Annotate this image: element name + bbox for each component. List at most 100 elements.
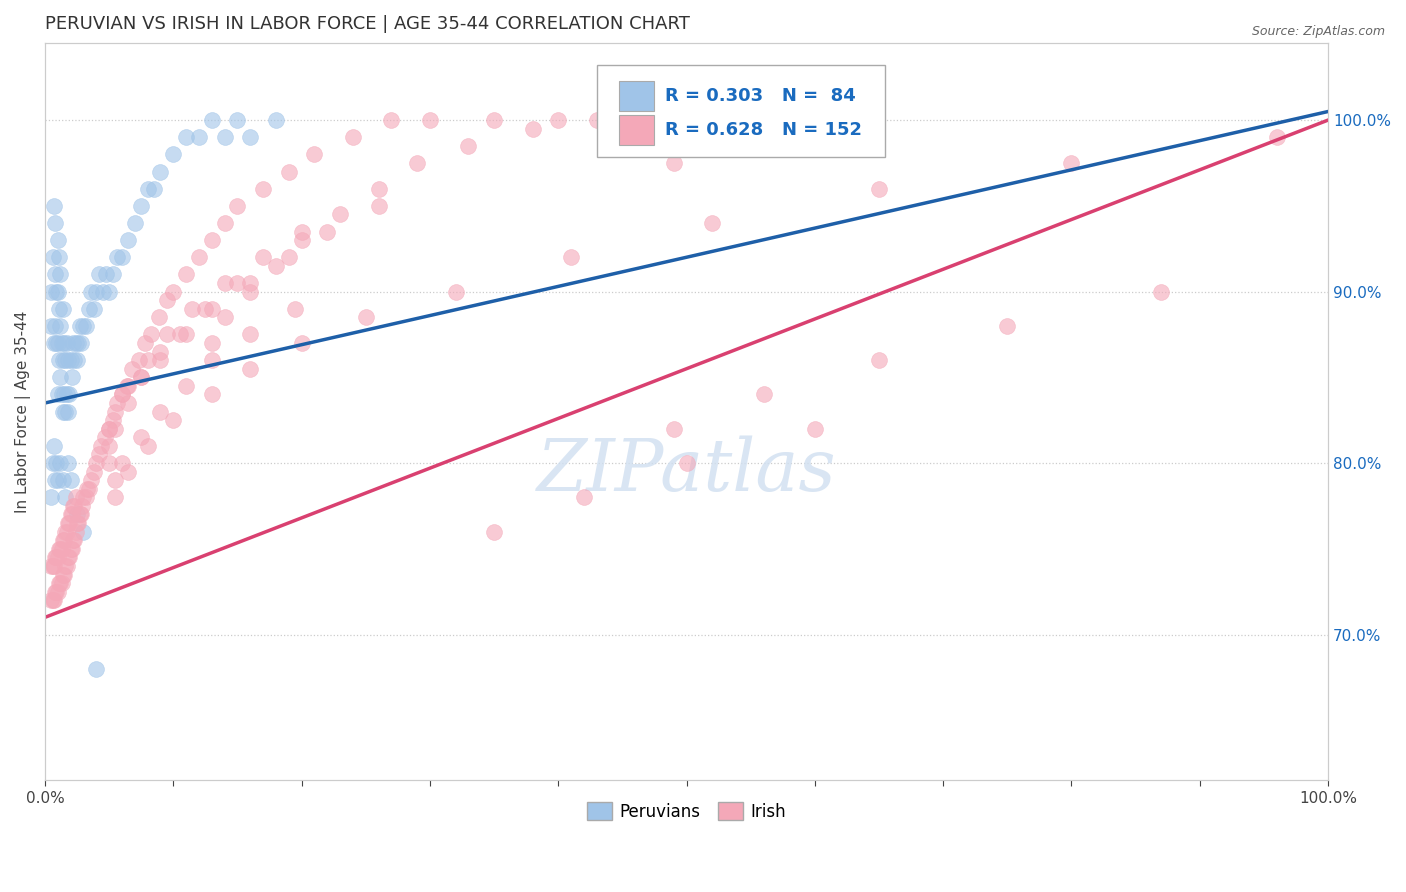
Point [342, 130, 364, 145]
Point [367, 181, 389, 195]
Point [45, 584, 67, 599]
Point [111, 387, 134, 401]
Point [59, 541, 82, 556]
Point [63, 353, 86, 368]
Point [49, 370, 72, 384]
Point [49, 456, 72, 470]
Point [143, 181, 166, 195]
Point [101, 413, 124, 427]
Point [65, 336, 87, 351]
Point [136, 353, 159, 368]
Point [277, 164, 299, 178]
Point [277, 250, 299, 264]
Point [214, 216, 236, 230]
Point [1060, 156, 1083, 170]
Point [55, 491, 77, 505]
Point [316, 225, 339, 239]
Point [752, 387, 775, 401]
Point [55, 524, 77, 539]
Point [174, 327, 197, 342]
Point [522, 121, 544, 136]
Point [52, 353, 75, 368]
Point [290, 225, 312, 239]
Point [141, 327, 163, 342]
Point [58, 387, 80, 401]
Y-axis label: In Labor Force | Age 35-44: In Labor Force | Age 35-44 [15, 310, 31, 513]
Point [156, 293, 179, 307]
Point [53, 387, 76, 401]
Point [214, 130, 236, 145]
Point [675, 130, 697, 145]
Point [59, 353, 82, 368]
Point [59, 508, 82, 522]
Point [84, 285, 107, 299]
Point [44, 268, 66, 282]
Point [136, 181, 159, 195]
Point [76, 482, 98, 496]
Point [149, 353, 172, 368]
Point [129, 430, 152, 444]
Point [662, 156, 685, 170]
Point [111, 387, 134, 401]
Point [39, 558, 62, 573]
Point [60, 541, 83, 556]
Point [55, 387, 77, 401]
Point [104, 404, 127, 418]
Point [104, 491, 127, 505]
Point [44, 473, 66, 487]
Text: Source: ZipAtlas.com: Source: ZipAtlas.com [1251, 25, 1385, 38]
Point [264, 113, 287, 128]
Point [69, 336, 91, 351]
Point [52, 567, 75, 582]
Point [995, 318, 1018, 333]
Point [284, 301, 307, 316]
Point [169, 327, 191, 342]
Point [41, 250, 63, 264]
Text: ZIPatlas: ZIPatlas [537, 435, 837, 506]
Point [51, 541, 73, 556]
Point [62, 533, 84, 548]
Point [80, 285, 103, 299]
Point [111, 250, 134, 264]
Point [49, 576, 72, 591]
Point [80, 473, 103, 487]
Point [46, 550, 69, 565]
Point [457, 138, 479, 153]
Point [70, 499, 93, 513]
Point [69, 318, 91, 333]
Point [52, 473, 75, 487]
Point [239, 285, 262, 299]
Point [39, 285, 62, 299]
Point [1150, 285, 1173, 299]
Point [101, 268, 124, 282]
Point [45, 336, 67, 351]
Point [77, 301, 100, 316]
Point [63, 533, 86, 548]
Point [201, 301, 224, 316]
Point [53, 336, 76, 351]
Point [67, 336, 90, 351]
Point [87, 268, 110, 282]
Point [239, 276, 262, 290]
Point [87, 447, 110, 461]
Point [868, 181, 890, 195]
Point [83, 465, 105, 479]
Point [201, 387, 224, 401]
Point [662, 422, 685, 436]
Point [55, 404, 77, 418]
Point [46, 336, 69, 351]
Point [66, 353, 89, 368]
Point [572, 491, 595, 505]
Point [239, 130, 262, 145]
Point [46, 233, 69, 247]
Point [482, 113, 505, 128]
Point [226, 113, 249, 128]
Point [91, 285, 114, 299]
Point [45, 550, 67, 565]
Point [252, 181, 274, 195]
Point [84, 456, 107, 470]
Point [48, 353, 70, 368]
Point [55, 336, 77, 351]
Point [59, 473, 82, 487]
Point [55, 558, 77, 573]
